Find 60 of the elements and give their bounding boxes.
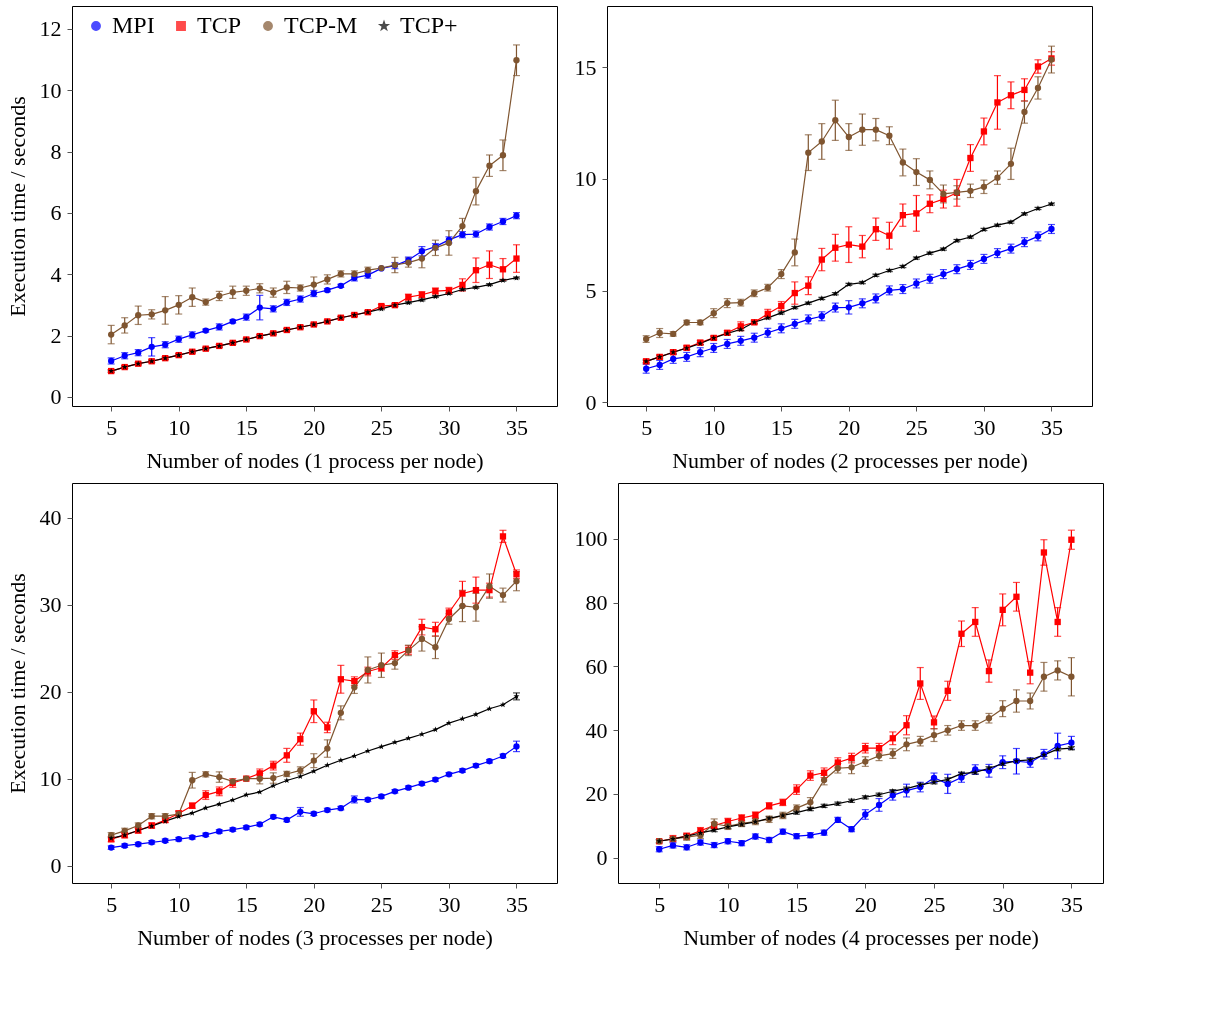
x-tick-label: 20 [303,414,326,440]
x-axis-title: Number of nodes (4 processes per node) [683,924,1039,950]
x-axis-title: Number of nodes (2 processes per node) [672,447,1028,473]
x-tick-label: 35 [505,891,528,917]
y-tick-label: 10 [39,766,62,792]
x-tick-label: 5 [654,891,666,917]
y-tick-label: 40 [39,505,62,531]
y-tick-label: 40 [585,717,608,743]
x-tick-label: 25 [923,891,946,917]
y-tick-label: 60 [585,653,608,679]
x-tick-label: 15 [786,891,809,917]
x-tick-label: 10 [717,891,740,917]
x-tick-label: 25 [370,414,393,440]
y-tick-label: 15 [574,54,597,80]
y-axis-title: Execution time / seconds [4,96,30,317]
x-tick-label: 10 [703,414,726,440]
x-tick-label: 35 [1040,414,1063,440]
y-tick-label: 30 [39,592,62,618]
legend-label: TCP [197,12,242,38]
y-tick-label: 80 [585,590,608,616]
y-tick-label: 20 [585,781,608,807]
y-tick-label: 6 [50,200,62,226]
x-tick-label: 5 [106,891,118,917]
x-tick-label: 30 [438,414,461,440]
y-tick-label: 0 [585,389,597,415]
x-tick-label: 10 [168,891,191,917]
y-tick-label: 12 [39,16,62,42]
x-axis-title: Number of nodes (1 process per node) [146,447,484,473]
y-tick-label: 0 [596,845,608,870]
x-tick-label: 25 [905,414,928,440]
y-tick-label: 20 [39,679,62,705]
x-tick-label: 30 [438,891,461,917]
y-tick-label: 5 [585,278,597,304]
y-tick-label: 10 [39,77,62,103]
y-tick-label: 4 [50,261,62,287]
x-tick-label: 30 [992,891,1015,917]
y-tick-label: 2 [50,323,62,348]
x-axis-title: Number of nodes (3 processes per node) [137,924,493,950]
x-tick-label: 15 [770,414,793,440]
x-tick-label: 35 [1060,891,1083,917]
x-tick-label: 20 [838,414,861,440]
y-tick-label: 10 [574,166,597,192]
x-tick-label: 5 [106,414,118,440]
y-tick-label: 0 [50,384,62,410]
legend-label: MPI [112,12,155,38]
x-tick-label: 35 [505,414,528,440]
x-tick-label: 20 [854,891,877,917]
x-tick-label: 25 [370,891,393,917]
x-tick-label: 10 [168,414,191,440]
y-tick-label: 0 [50,853,62,879]
x-tick-label: 30 [973,414,996,440]
legend-label: TCP-M [284,12,358,38]
y-tick-label: 8 [50,139,62,165]
y-axis-title: Execution time / seconds [4,573,30,794]
x-tick-label: 15 [235,891,258,917]
y-tick-label: 100 [574,526,608,552]
legend-label: TCP+ [400,12,458,38]
x-tick-label: 5 [641,414,653,440]
x-tick-label: 15 [235,414,258,440]
x-tick-label: 20 [303,891,326,917]
